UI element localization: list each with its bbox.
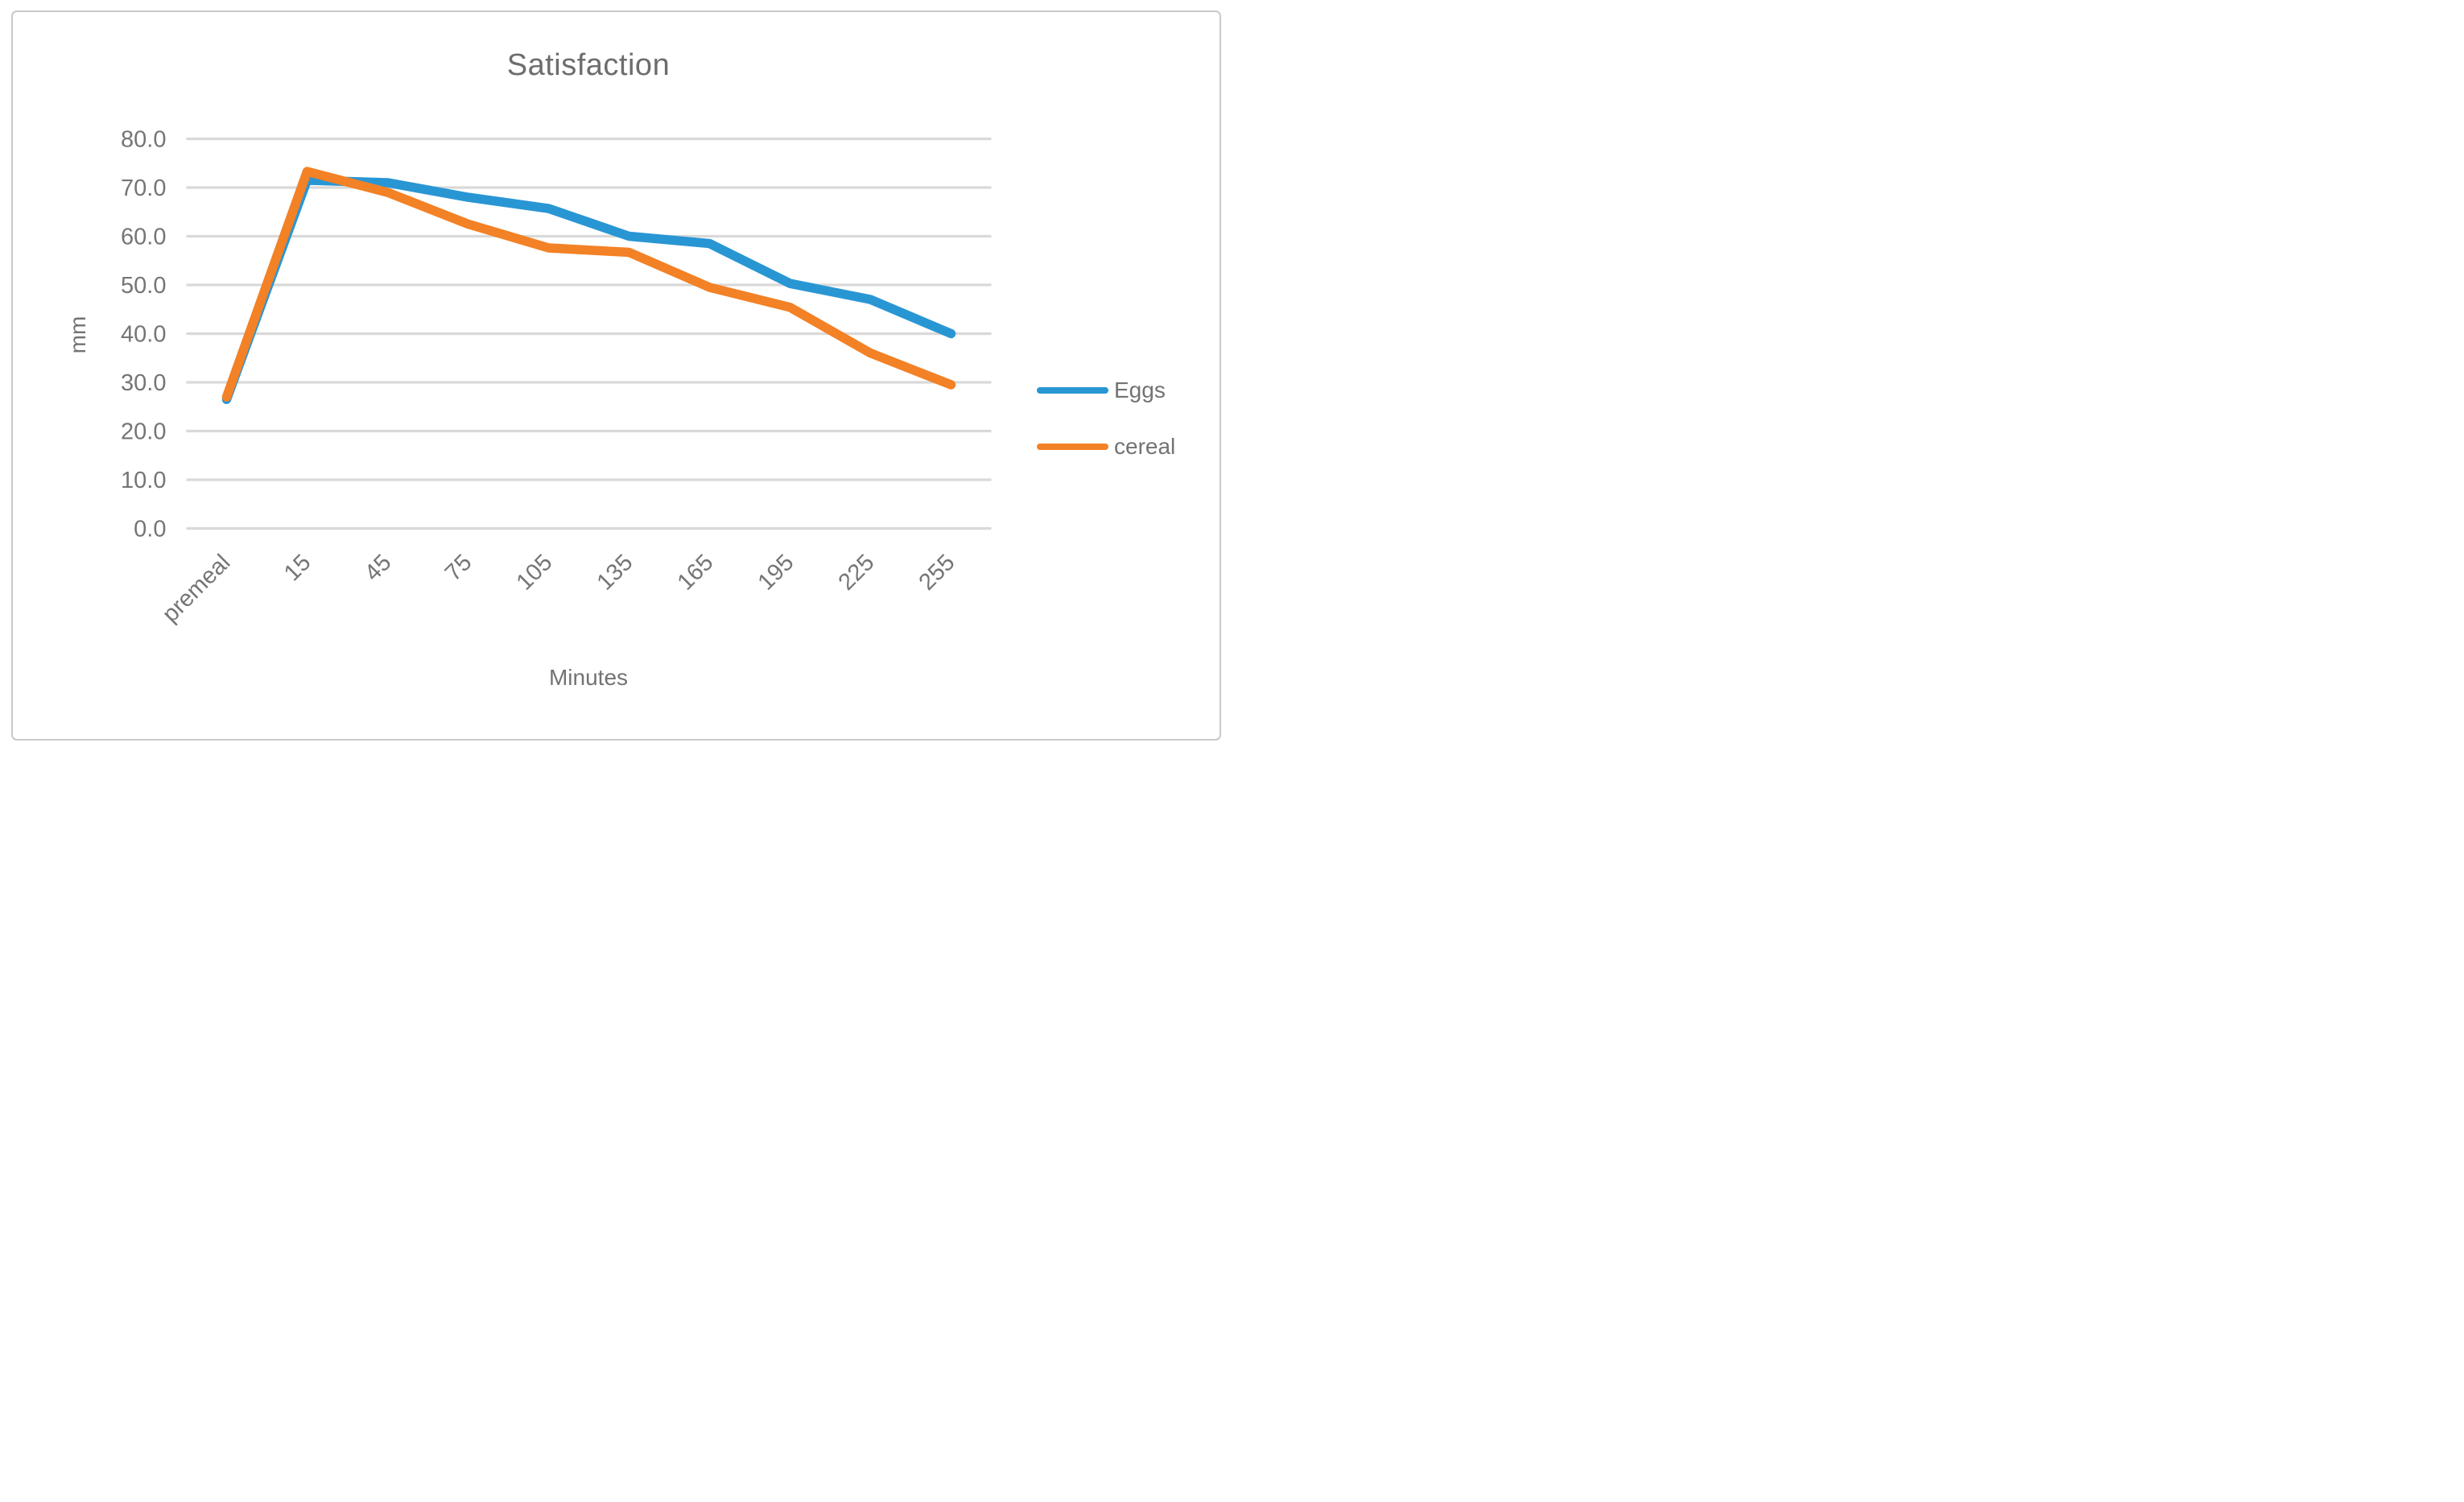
x-tick-label: 255 [914,550,960,596]
legend-label-eggs: Eggs [1114,378,1166,402]
y-tick-label: 60.0 [121,225,166,250]
legend-label-cereal: cereal [1114,434,1176,459]
x-axis-title: Minutes [548,665,629,690]
legend-swatch-cereal [1037,444,1108,450]
x-tick-label: 195 [753,550,799,596]
legend: Eggs cereal [1037,377,1222,460]
x-tick-label: 225 [834,550,880,596]
x-tick-label: 75 [440,550,477,586]
series-line-cereal [221,167,956,402]
legend-item-cereal: cereal [1037,433,1222,460]
chart-canvas: 0.0 10.0 20.0 30.0 40.0 50.0 60.0 70.0 80.0 preme… [0,0,1232,751]
y-tick-label: 70.0 [121,175,166,201]
y-axis-title: mm [65,316,90,354]
y-tick-label: 20.0 [121,419,166,445]
chart-area-border [11,10,1221,741]
x-tick-label: 165 [673,550,719,596]
x-tick-label: 45 [360,550,396,586]
legend-item-eggs: Eggs [1037,377,1222,404]
line-chart-plot: 0.0 10.0 20.0 30.0 40.0 50.0 60.0 70.0 80.0 preme… [121,127,992,628]
x-tick-label: 15 [279,550,316,586]
legend-swatch-eggs [1037,387,1108,394]
y-tick-label: 30.0 [121,370,166,396]
y-tick-label: 80.0 [121,127,166,153]
x-tick-label: 135 [592,550,638,596]
chart-title: Satisfaction [506,48,671,82]
y-tick-label: 50.0 [121,273,166,299]
series-line-eggs [221,175,956,404]
x-tick-label: 105 [512,550,558,596]
y-tick-label: 10.0 [121,468,166,493]
y-tick-label: 0.0 [134,517,166,543]
x-tick-label: premeal [158,550,236,628]
y-tick-label: 40.0 [121,322,166,348]
